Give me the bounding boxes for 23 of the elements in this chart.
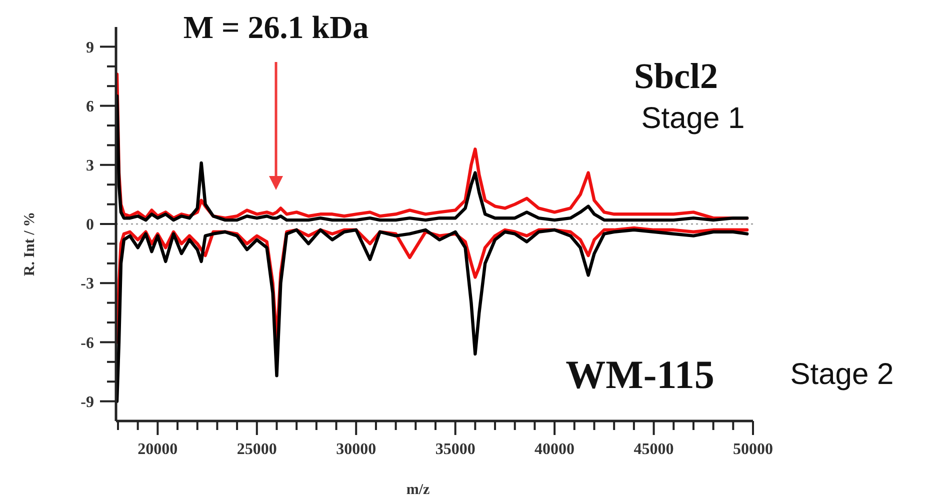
annotation: M = 26.1 kDa — [183, 9, 369, 45]
y-tick-label: -6 — [80, 334, 94, 352]
y-tick-label: 9 — [86, 39, 94, 56]
x-tick-label: 50000 — [733, 441, 773, 458]
x-tick-label: 20000 — [138, 441, 178, 458]
line-series — [115, 228, 749, 403]
annotation: Sbcl2 — [634, 56, 718, 96]
y-tick-label: -9 — [80, 394, 94, 411]
x-axis-title: m/z — [406, 482, 430, 498]
y-tick-label: 0 — [86, 216, 94, 234]
x-tick-label: 35000 — [435, 441, 476, 458]
annotation: WM-115 — [566, 352, 714, 397]
x-tick-label: 25000 — [236, 441, 277, 458]
annotation: Stage 1 — [641, 102, 745, 135]
x-tick-label: 40000 — [534, 441, 575, 458]
y-tick-label: 3 — [86, 158, 94, 174]
y-tick-label: -3 — [80, 276, 94, 293]
line-series — [115, 94, 749, 222]
text: Stage 2 — [790, 358, 894, 391]
x-tick-label: 30000 — [336, 441, 376, 458]
y-axis-title: R. Int / % — [22, 212, 38, 276]
x-tick-label: 45000 — [634, 441, 674, 458]
y-tick-label: 6 — [86, 98, 94, 116]
